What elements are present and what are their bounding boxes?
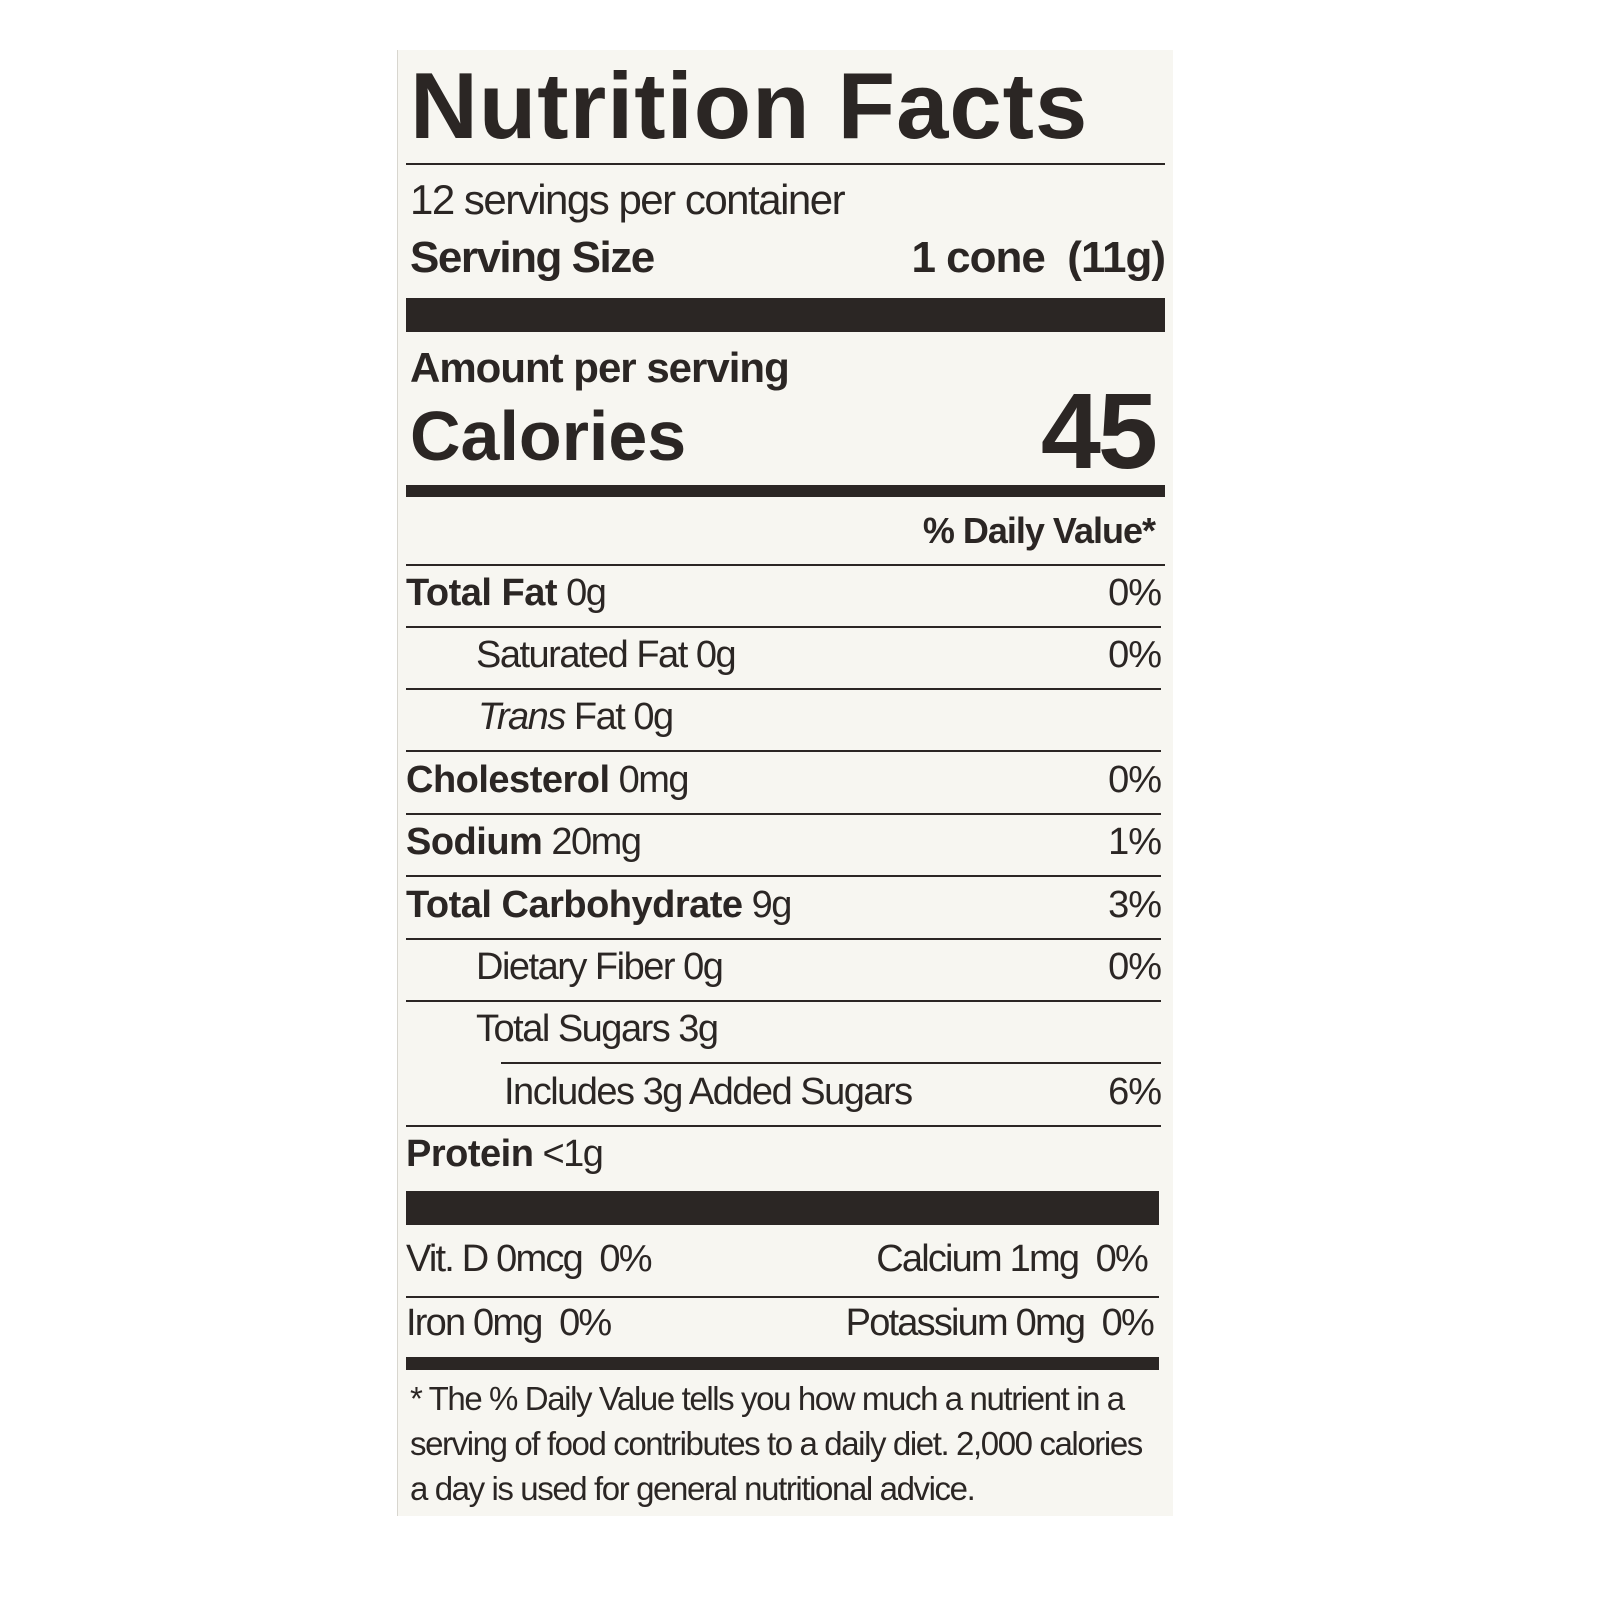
nutrient-dv: 1%	[1108, 821, 1162, 863]
nutrient-amount: 0g	[695, 634, 737, 676]
divider	[406, 564, 1165, 566]
nutrient-name: Dietary Fiber	[476, 946, 676, 988]
nutrient-amount: <1g	[542, 1133, 603, 1175]
calories-value: 45	[1040, 370, 1158, 491]
nutrient-amount: 9g	[751, 884, 793, 926]
nutrient-name: Fat	[573, 696, 626, 738]
nutrition-facts-label: Nutrition Facts 12 servings per containe…	[397, 50, 1173, 1516]
daily-value-header: % Daily Value*	[922, 510, 1156, 551]
label-title: Nutrition Facts	[410, 53, 1089, 158]
nutrient-name-italic: Trans	[478, 696, 566, 738]
nutrient-dv: 6%	[1108, 1071, 1162, 1113]
divider	[406, 163, 1165, 165]
serving-size-value: 1 cone (11g)	[911, 233, 1166, 282]
nutrient-row-protein: Protein <1g	[406, 1127, 1161, 1189]
nutrient-row-cholesterol: Cholesterol 0mg 0%	[406, 753, 1162, 815]
serving-size-label: Serving Size	[410, 233, 655, 282]
nutrient-row-dietary-fiber: Dietary Fiber 0g 0%	[406, 940, 1162, 1002]
nutrient-name: Total Carbohydrate	[406, 884, 743, 926]
nutrient-name: Protein	[406, 1133, 534, 1175]
nutrient-name: Saturated Fat	[476, 634, 688, 676]
micronutrient-calcium: Calcium 1mg 0%	[876, 1238, 1149, 1280]
nutrient-amount: 0g	[683, 946, 724, 988]
nutrient-row-total-carbohydrate: Total Carbohydrate 9g 3%	[406, 878, 1162, 940]
nutrient-dv: 0%	[1108, 759, 1162, 801]
nutrient-row-saturated-fat: Saturated Fat 0g 0%	[406, 628, 1162, 690]
footnote: * The % Daily Value tells you how much a…	[410, 1380, 1143, 1507]
nutrient-row-total-fat: Total Fat 0g 0%	[406, 566, 1162, 628]
nutrient-dv: 3%	[1108, 884, 1162, 926]
nutrient-name: Total Sugars	[476, 1008, 671, 1050]
nutrient-amount: 0g	[633, 696, 674, 738]
thick-divider	[406, 1191, 1159, 1225]
nutrient-dv: 0%	[1108, 572, 1162, 614]
nutrient-amount: 0mg	[618, 759, 690, 801]
medium-divider	[406, 485, 1165, 497]
nutrient-row-sodium: Sodium 20mg 1%	[406, 815, 1162, 877]
micronutrient-potassium: Potassium 0mg 0%	[845, 1302, 1155, 1344]
nutrient-amount: 20mg	[551, 821, 642, 863]
micronutrient-vitamin-d: Vit. D 0mcg 0%	[406, 1238, 653, 1280]
nutrient-name: Sodium	[406, 821, 543, 863]
micronutrient-iron: Iron 0mg 0%	[406, 1302, 612, 1344]
servings-per-container: 12 servings per container	[410, 176, 846, 223]
amount-per-serving: Amount per serving	[410, 344, 790, 391]
nutrient-amount: 3g	[678, 1008, 719, 1050]
nutrient-name: Includes 3g Added Sugars	[504, 1071, 913, 1113]
calories-label: Calories	[410, 397, 687, 475]
nutrient-name: Total Fat	[406, 572, 558, 614]
nutrient-row-total-sugars: Total Sugars 3g	[406, 1002, 1161, 1064]
nutrient-row-trans-fat: Trans Fat 0g	[406, 690, 1161, 752]
thick-divider	[406, 298, 1165, 332]
medium-divider	[406, 1357, 1159, 1370]
nutrient-name: Cholesterol	[406, 759, 610, 801]
nutrient-dv: 0%	[1108, 946, 1162, 988]
nutrient-row-added-sugars: Includes 3g Added Sugars 6%	[406, 1065, 1162, 1127]
nutrient-amount: 0g	[566, 572, 607, 614]
divider	[406, 1296, 1159, 1298]
nutrient-dv: 0%	[1108, 634, 1162, 676]
